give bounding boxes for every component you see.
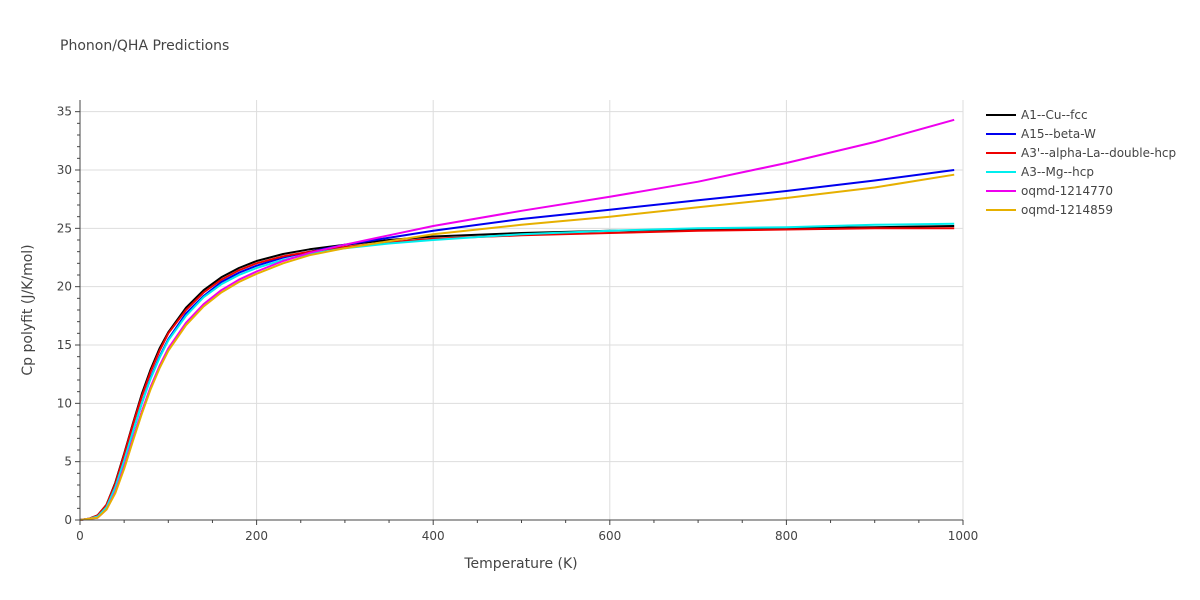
grid-layer [80,100,964,520]
x-tick-label: 600 [598,529,621,543]
y-tick-label: 0 [64,513,72,527]
legend-label: oqmd-1214770 [1021,184,1113,198]
y-tick-label: 5 [64,455,72,469]
y-tick-label: 10 [57,396,72,410]
legend-label: A15--beta-W [1021,127,1096,141]
y-tick-label: 35 [57,105,72,119]
axis-layer [79,100,963,521]
legend-label: oqmd-1214859 [1021,203,1113,217]
x-tick-label: 400 [422,529,445,543]
x-tick-layer: 0 200 400 600 800 1000 [76,520,978,543]
legend-label: A3'--alpha-La--double-hcp [1021,146,1176,160]
y-axis-label: Cp polyfit (J/K/mol) [20,244,36,375]
x-axis-label: Temperature (K) [463,556,577,572]
y-tick-label: 25 [57,221,72,235]
chart-title: Phonon/QHA Predictions [60,38,229,54]
series-line [79,225,955,521]
y-tick-layer: 0 5 10 15 20 25 30 35 [57,105,80,527]
series-line [79,173,955,521]
x-tick-label: 1000 [948,529,979,543]
series-line [79,227,955,521]
series-layer [79,118,955,521]
legend-label: A3--Mg--hcp [1021,165,1094,179]
y-tick-label: 15 [57,338,72,352]
series-line [79,118,955,521]
series-line [79,222,955,521]
y-tick-label: 30 [57,163,72,177]
x-tick-label: 0 [76,529,84,543]
x-tick-label: 800 [775,529,798,543]
legend-label: A1--Cu--fcc [1021,108,1088,122]
y-tick-label: 20 [57,280,72,294]
x-tick-label: 200 [245,529,268,543]
legend: A1--Cu--fcc A15--beta-W A3'--alpha-La--dou… [986,108,1176,217]
